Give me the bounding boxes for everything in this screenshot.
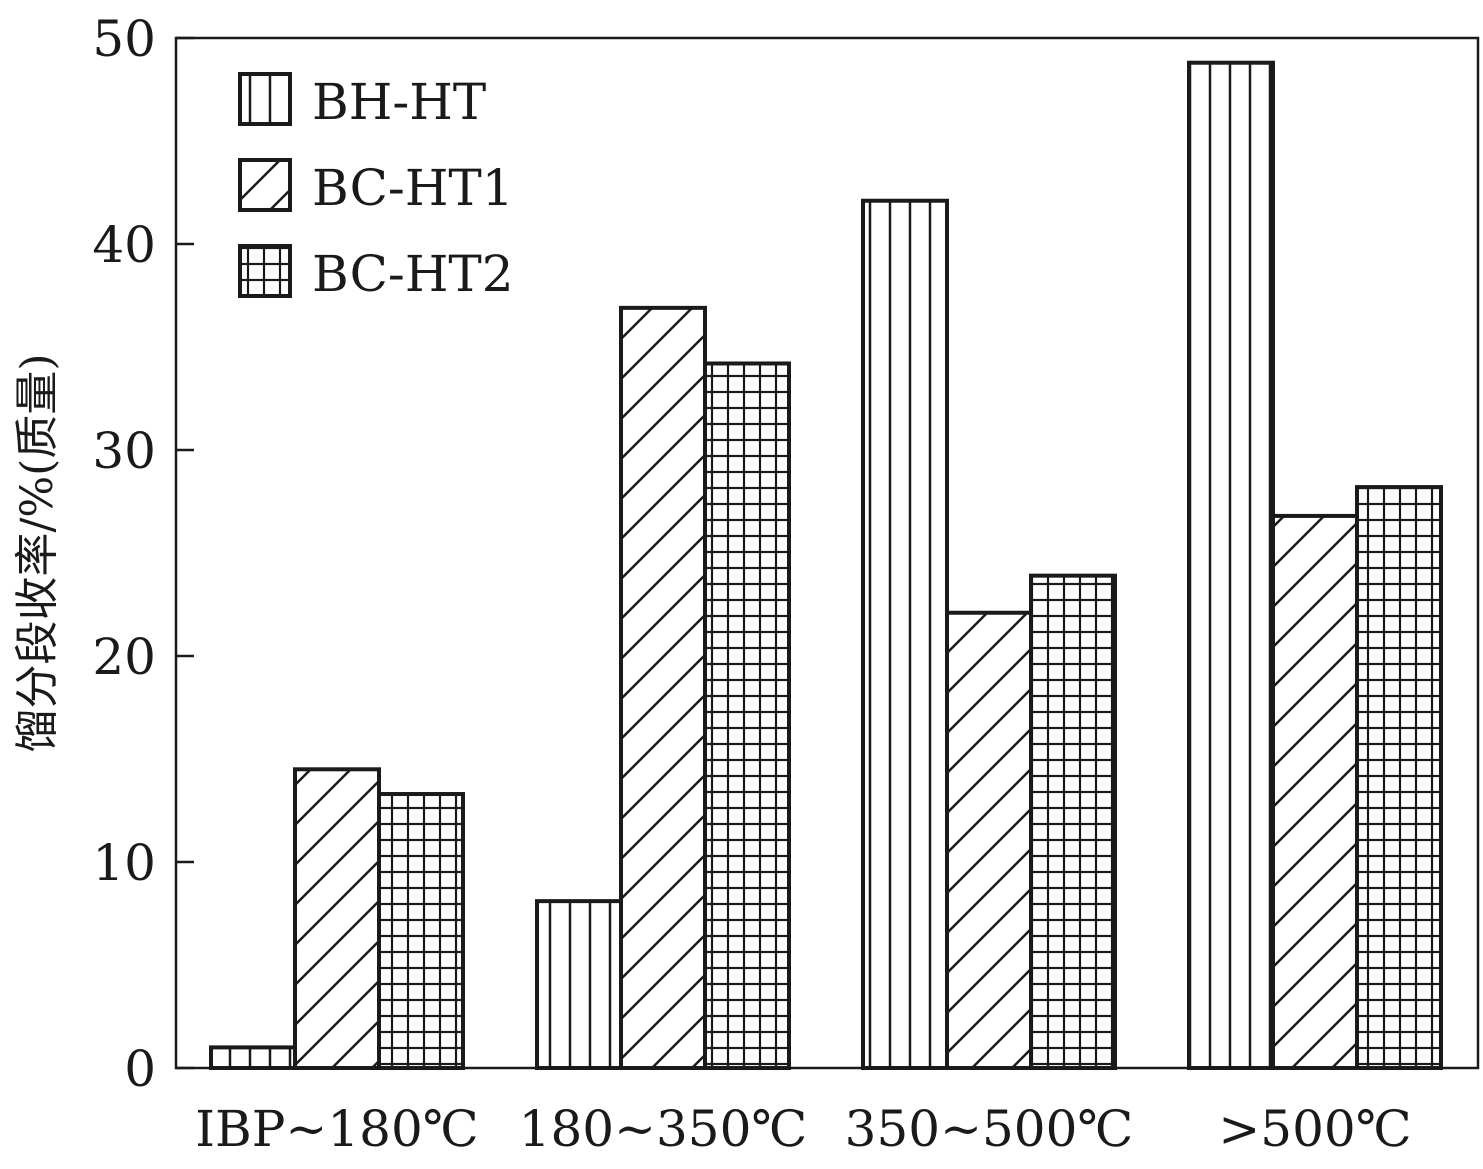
y-tick-label: 40	[92, 216, 156, 274]
bar-bc-ht2-2	[703, 361, 791, 1071]
legend: BH-HT BC-HT1 BC-HT2	[238, 72, 514, 303]
legend-swatch-bc-ht1	[238, 158, 292, 212]
legend-label: BC-HT1	[312, 159, 514, 217]
y-tick-label: 0	[124, 1040, 156, 1098]
bar-bc-ht2-3	[1029, 573, 1117, 1070]
bar-bc-ht1-4	[1271, 513, 1359, 1070]
bar-bc-ht2-4	[1355, 485, 1443, 1070]
y-axis-title: 馏分段收率/%(质量)	[12, 354, 63, 753]
legend-swatch-bh-ht	[238, 72, 292, 126]
x-category-label: 350~500℃	[845, 1100, 1134, 1158]
x-axis-labels: IBP~180℃ 180~350℃ 350~500℃ >500℃	[195, 1100, 1411, 1158]
bar-bc-ht1-3	[945, 610, 1033, 1070]
bar-bh-ht-1	[209, 1045, 297, 1071]
bar-bh-ht-3	[861, 198, 949, 1071]
y-tick-label: 50	[92, 10, 156, 68]
bar-bh-ht-2	[535, 899, 623, 1071]
bar-group	[209, 60, 1443, 1071]
x-category-label: 180~350℃	[519, 1100, 808, 1158]
y-tick-label: 10	[92, 834, 156, 892]
y-tick-label: 20	[92, 628, 156, 686]
plot-frame	[174, 36, 1480, 1070]
bar-bh-ht-4	[1187, 60, 1275, 1071]
bar-bc-ht1-2	[619, 305, 707, 1070]
x-category-label: IBP~180℃	[195, 1100, 478, 1158]
x-category-label: >500℃	[1218, 1100, 1411, 1158]
bar-bc-ht2-1	[377, 792, 465, 1071]
legend-swatch-bc-ht2	[238, 244, 292, 298]
legend-label: BH-HT	[312, 73, 486, 131]
legend-label: BC-HT2	[312, 245, 514, 303]
y-axis-ticks: 0 10 20 30 40 50	[92, 10, 194, 1098]
bar-bc-ht1-1	[293, 767, 381, 1070]
y-tick-label: 30	[92, 422, 156, 480]
